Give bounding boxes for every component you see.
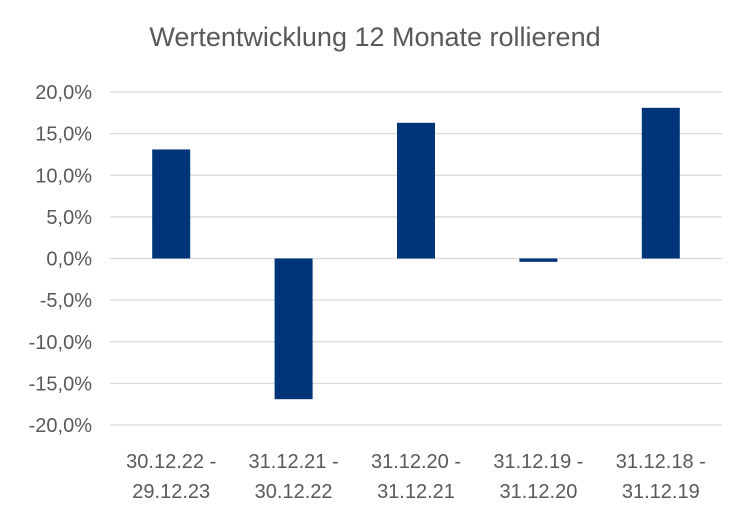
- x-category-label: 31.12.21: [377, 481, 455, 503]
- x-category-label: 31.12.18 -: [616, 451, 706, 473]
- chart-title: Wertentwicklung 12 Monate rollierend: [149, 22, 601, 52]
- y-tick-label: -20,0%: [29, 415, 93, 437]
- y-tick-label: -5,0%: [40, 290, 92, 312]
- x-category-label: 30.12.22: [255, 481, 333, 503]
- bar: [274, 258, 313, 400]
- y-tick-label: 0,0%: [46, 249, 92, 271]
- x-category-label: 29.12.23: [132, 481, 210, 503]
- bar: [519, 258, 558, 262]
- x-category-label: 30.12.22 -: [126, 451, 216, 473]
- y-tick-label: -15,0%: [29, 373, 93, 395]
- x-category-label: 31.12.19: [622, 481, 700, 503]
- x-category-label: 31.12.21 -: [249, 451, 339, 473]
- x-category-label: 31.12.19 -: [493, 451, 583, 473]
- y-tick-label: 10,0%: [35, 165, 92, 187]
- y-tick-label: 15,0%: [35, 124, 92, 146]
- x-category-label: 31.12.20: [499, 481, 577, 503]
- x-category-label: 31.12.20 -: [371, 451, 461, 473]
- bars: [152, 107, 680, 400]
- y-tick-label: 20,0%: [35, 82, 92, 104]
- x-axis-labels: 30.12.22 - 29.12.23 31.12.21 - 30.12.22 31.1…: [126, 451, 706, 503]
- y-axis-ticks: 20,0% 15,0% 10,0% 5,0% 0,0% -5,0% -10,0% -15,0%…: [29, 82, 93, 437]
- bar: [641, 107, 680, 259]
- bar: [397, 122, 435, 259]
- y-tick-label: -10,0%: [29, 332, 93, 354]
- y-tick-label: 5,0%: [46, 207, 92, 229]
- bar: [152, 149, 191, 259]
